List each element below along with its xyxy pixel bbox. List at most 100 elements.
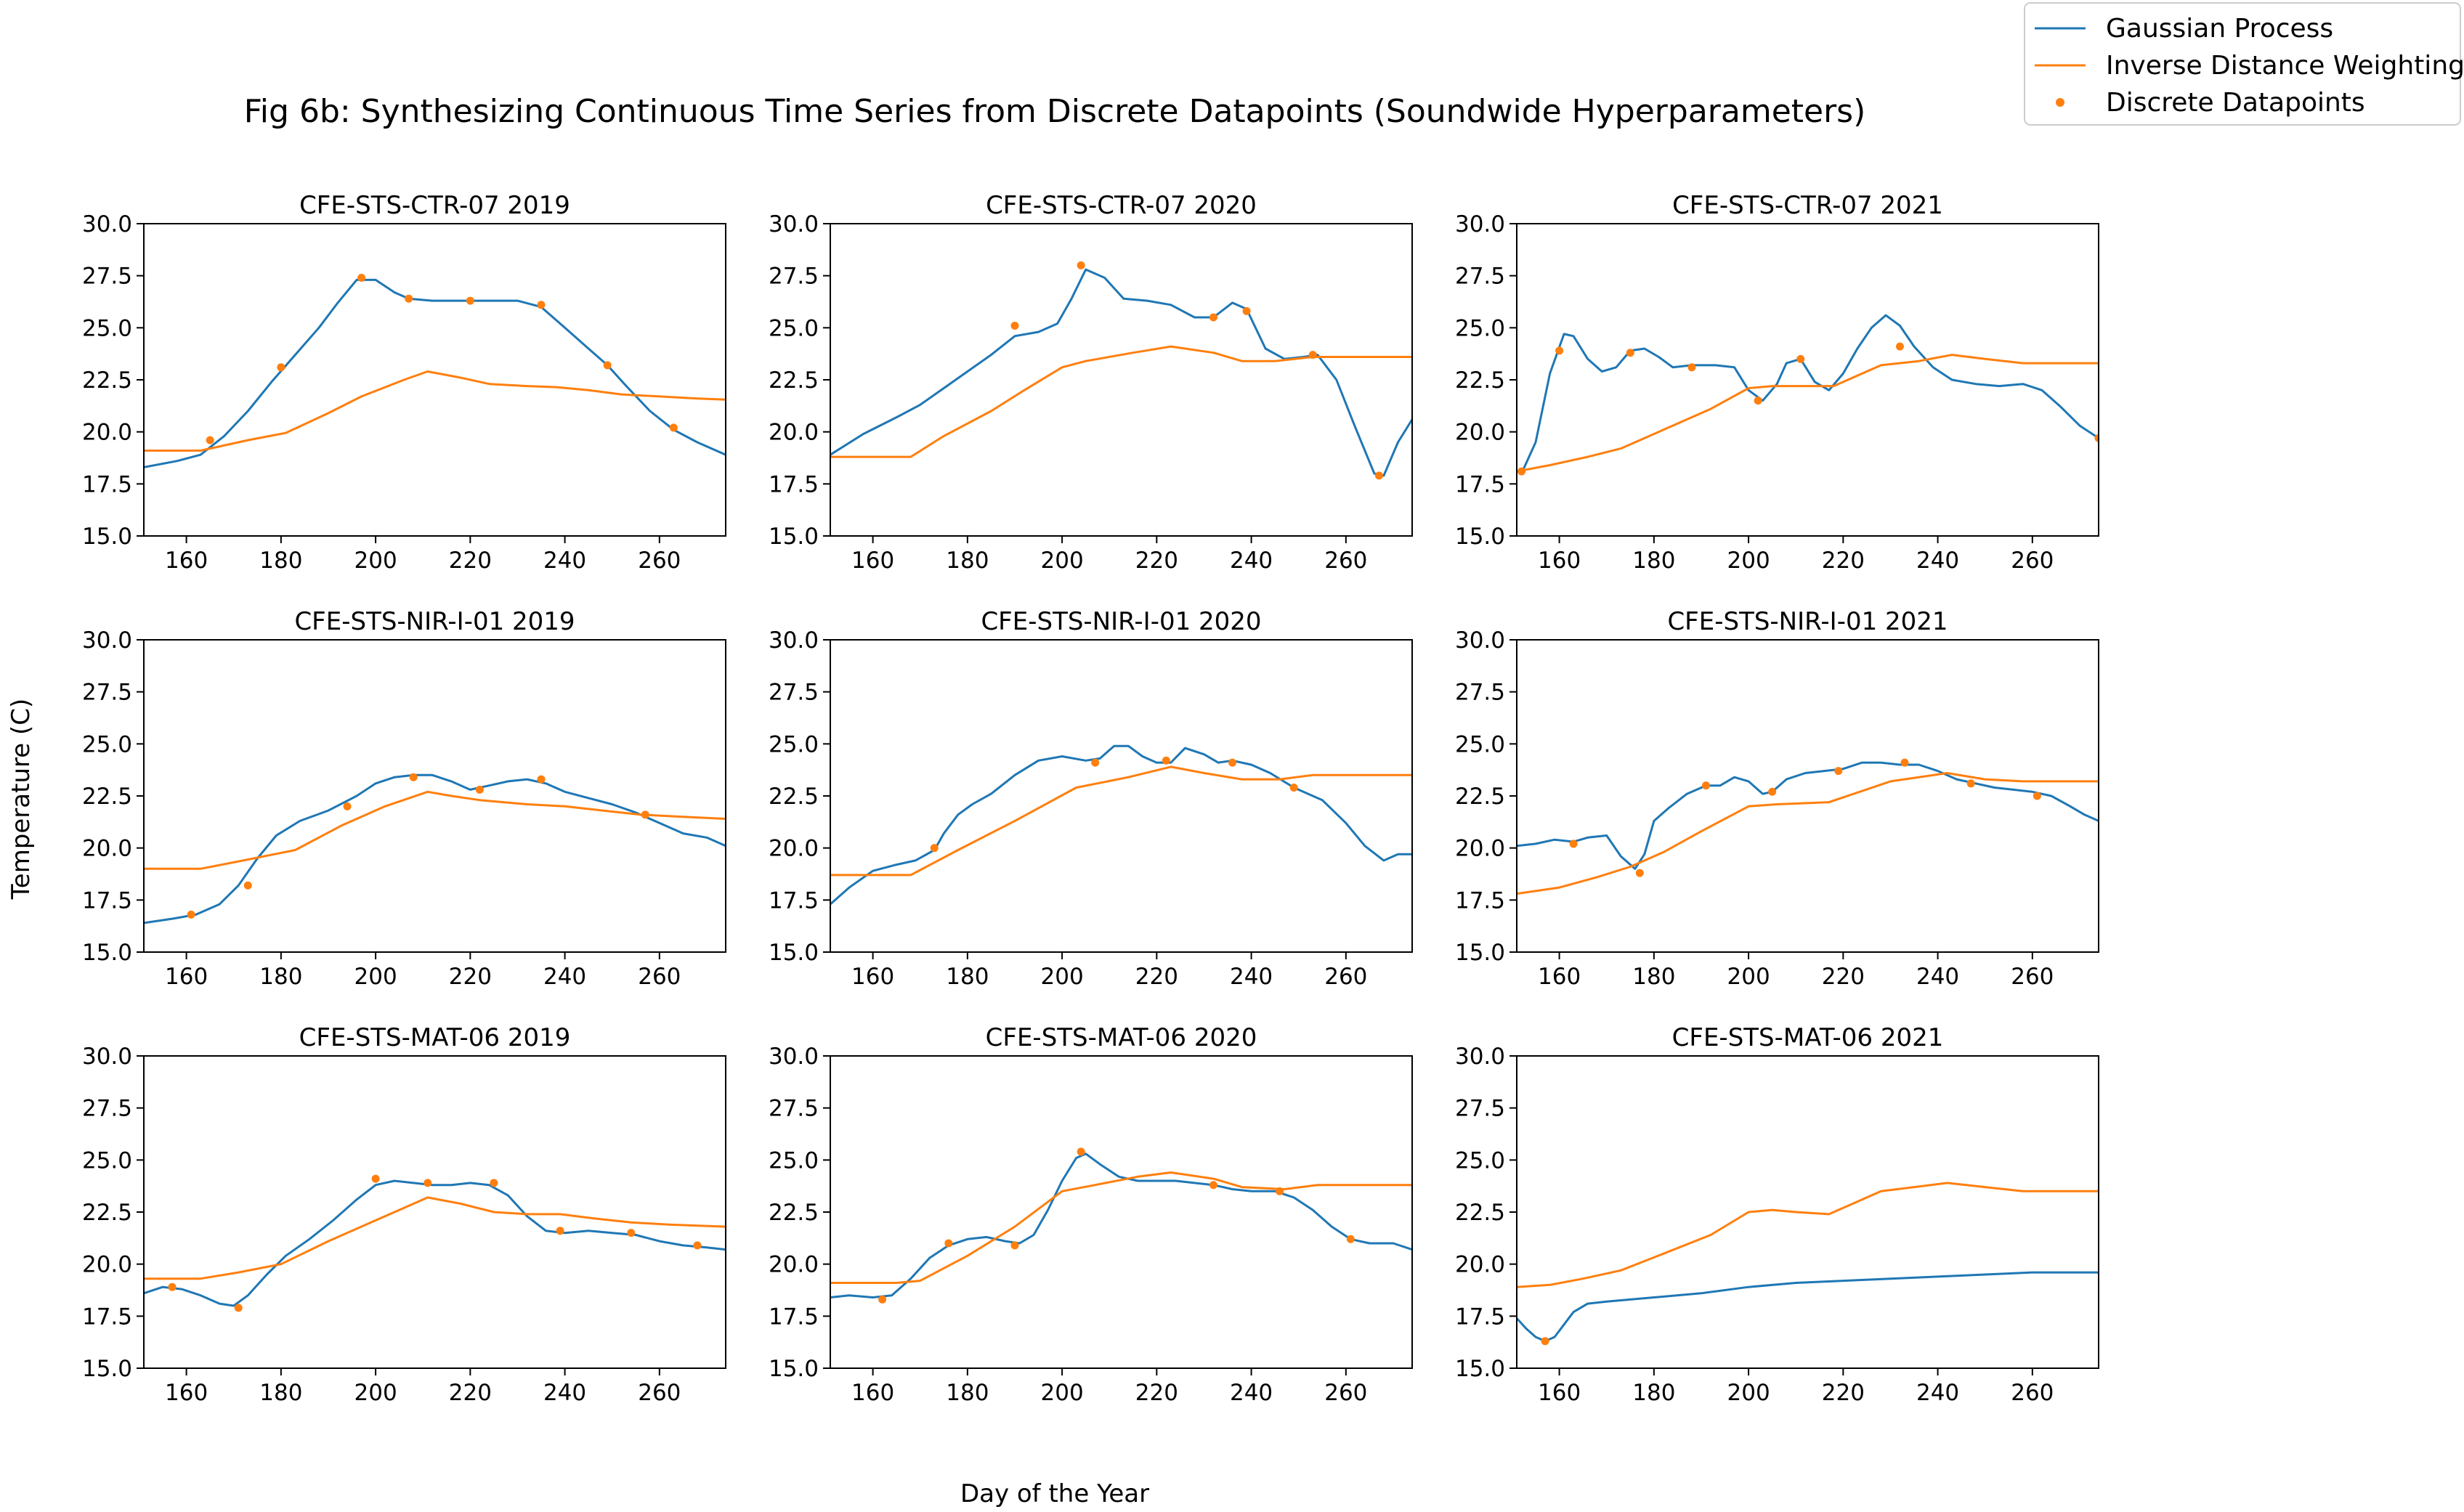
plot-area [144, 1174, 726, 1312]
datapoint [187, 910, 195, 919]
x-tick-label: 220 [1822, 964, 1865, 990]
idw-line [144, 370, 726, 452]
y-tick-label: 30.0 [769, 1044, 819, 1070]
plot-area [1517, 314, 2099, 476]
datapoint [1701, 781, 1710, 790]
subplot-title: CFE-STS-NIR-I-01 2021 [1667, 607, 1948, 636]
datapoint [1966, 779, 1975, 788]
datapoint [1077, 261, 1085, 269]
x-tick-label: 220 [1822, 548, 1865, 574]
datapoint [168, 1283, 177, 1291]
x-tick-label: 160 [851, 1380, 894, 1406]
datapoint [423, 1179, 432, 1187]
legend-datapoints-label: Discrete Datapoints [2106, 88, 2365, 118]
y-tick-label: 25.0 [82, 731, 132, 757]
y-tick-label: 15.0 [1455, 524, 1505, 550]
datapoint [1228, 758, 1237, 767]
datapoint [243, 881, 252, 890]
x-tick-label: 200 [1041, 964, 1084, 990]
datapoint [1895, 342, 1904, 351]
x-tick-label: 180 [946, 1380, 989, 1406]
legend-gp-label: Gaussian Process [2106, 14, 2333, 44]
plot-area [144, 274, 726, 468]
y-tick-label: 25.0 [769, 315, 819, 341]
datapoint [944, 1239, 953, 1248]
datapoint [1209, 313, 1217, 322]
y-tick-label: 27.5 [82, 264, 132, 290]
y-tick-label: 20.0 [769, 1252, 819, 1278]
y-tick-label: 15.0 [1455, 1356, 1505, 1382]
plot-area [830, 1147, 1412, 1304]
datapoint [1289, 784, 1298, 792]
y-tick-label: 30.0 [82, 627, 132, 654]
datapoint [1569, 840, 1578, 848]
legend-datapoints-swatch [2056, 98, 2064, 107]
datapoint [669, 423, 678, 432]
datapoint [693, 1241, 702, 1250]
x-tick-label: 200 [1727, 548, 1770, 574]
subplot-title: CFE-STS-NIR-I-01 2019 [294, 607, 575, 636]
y-tick-label: 15.0 [82, 940, 132, 966]
gp-line [1517, 1271, 2099, 1343]
idw-line [1517, 1182, 2099, 1288]
x-tick-label: 220 [1135, 964, 1178, 990]
axes-frame [143, 1055, 726, 1369]
x-tick-label: 260 [2011, 1380, 2054, 1406]
datapoint [1209, 1181, 1217, 1190]
legend-box [2024, 2, 2461, 126]
datapoint [409, 773, 418, 781]
x-tick-label: 220 [1822, 1380, 1865, 1406]
y-tick-label: 22.5 [82, 784, 132, 810]
y-tick-label: 20.0 [769, 836, 819, 862]
subplot-title: CFE-STS-CTR-07 2021 [1672, 191, 1943, 220]
datapoint [537, 301, 546, 309]
datapoint [405, 294, 413, 303]
y-tick-label: 27.5 [769, 680, 819, 706]
x-tick-label: 180 [946, 964, 989, 990]
plot-area [830, 261, 1412, 480]
subplot-title: CFE-STS-MAT-06 2019 [299, 1023, 571, 1052]
y-tick-label: 17.5 [1455, 471, 1505, 497]
x-tick-label: 240 [1916, 1380, 1959, 1406]
idw-line [830, 1171, 1412, 1284]
y-tick-label: 20.0 [82, 420, 132, 446]
y-tick-label: 20.0 [1455, 836, 1505, 862]
datapoint [1091, 758, 1100, 767]
y-tick-label: 17.5 [769, 471, 819, 497]
subplot-1: CFE-STS-CTR-07 2019 160 180 200 220 240 260 15.… [82, 191, 726, 574]
x-tick-label: 180 [1632, 548, 1675, 574]
datapoint [371, 1174, 380, 1183]
y-tick-label: 30.0 [82, 211, 132, 237]
datapoint [1308, 351, 1317, 359]
legend: Gaussian Process Inverse Distance Weight… [2024, 2, 2464, 126]
subplot-4: CFE-STS-NIR-I-01 2019 160 180 200 220 240 260 1… [82, 607, 726, 990]
y-tick-label: 22.5 [82, 1200, 132, 1226]
idw-line [144, 1196, 726, 1280]
x-tick-label: 180 [259, 548, 302, 574]
figure-title: Fig 6b: Synthesizing Continuous Time Ser… [244, 93, 1866, 130]
y-tick-label: 25.0 [82, 315, 132, 341]
datapoint [277, 363, 285, 372]
datapoint [1276, 1187, 1284, 1195]
x-tick-label: 260 [2011, 548, 2054, 574]
y-tick-label: 20.0 [82, 836, 132, 862]
x-tick-label: 180 [259, 1380, 302, 1406]
datapoint [537, 775, 546, 784]
subplot-3: CFE-STS-CTR-07 2021 160 180 200 220 240 260 15.… [1455, 191, 2099, 574]
idw-line [144, 790, 726, 870]
subplot-8: CFE-STS-MAT-06 2020 160 180 200 220 240 260 15.… [769, 1023, 1413, 1406]
gp-line [144, 278, 726, 468]
datapoint [1754, 397, 1762, 405]
datapoint [2033, 792, 2041, 800]
subplot-title: CFE-STS-NIR-I-01 2020 [981, 607, 1261, 636]
legend-idw-label: Inverse Distance Weighting [2106, 51, 2464, 81]
x-tick-label: 240 [543, 964, 586, 990]
y-tick-label: 15.0 [1455, 940, 1505, 966]
y-tick-label: 30.0 [1455, 211, 1505, 237]
datapoint [2094, 434, 2099, 442]
x-tick-label: 200 [1727, 964, 1770, 990]
y-tick-label: 27.5 [769, 264, 819, 290]
x-tick-label: 160 [851, 548, 894, 574]
y-tick-label: 17.5 [1455, 1304, 1505, 1330]
x-tick-label: 260 [2011, 964, 2054, 990]
